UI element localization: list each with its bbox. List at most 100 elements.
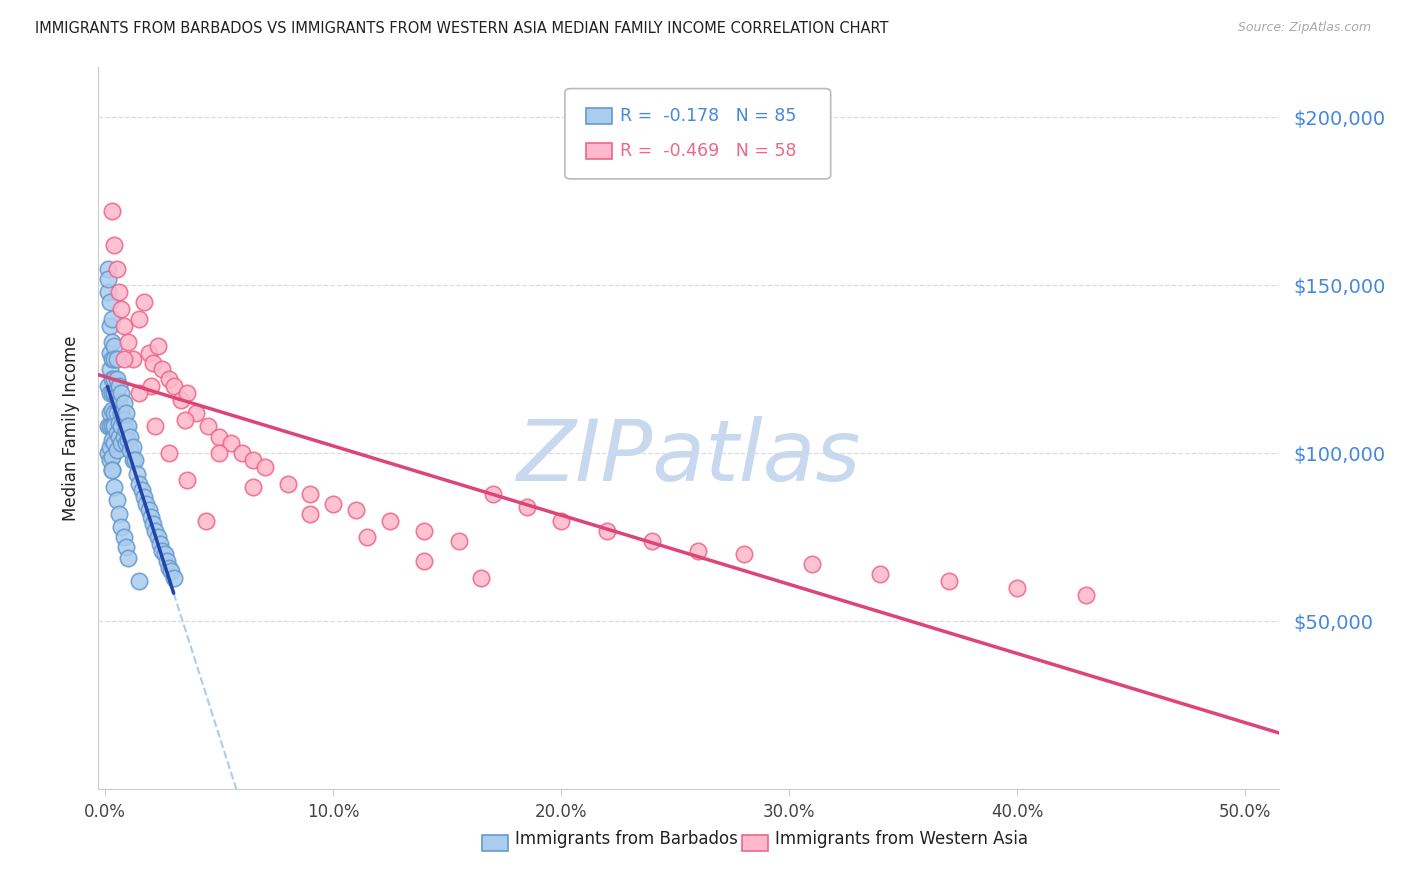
Point [101, 419, 124, 434]
Point [344, 503, 367, 517]
Point [117, 335, 139, 350]
Point [135, 497, 157, 511]
Point [110, 436, 132, 450]
Point [117, 550, 139, 565]
Point [242, 453, 264, 467]
Point [869, 567, 891, 582]
Point [516, 500, 538, 515]
Point [101, 433, 124, 447]
Point [98, 345, 121, 359]
Point [470, 571, 492, 585]
Point [108, 429, 131, 443]
Point [231, 446, 253, 460]
Point [103, 238, 125, 252]
Point [157, 560, 180, 574]
Text: R =  -0.469   N = 58: R = -0.469 N = 58 [620, 143, 797, 161]
Point [138, 503, 160, 517]
Point [208, 446, 231, 460]
Point [101, 463, 124, 477]
Point [112, 396, 135, 410]
Point [153, 547, 176, 561]
Point [128, 385, 150, 400]
Point [121, 352, 143, 367]
Point [277, 476, 299, 491]
Point [686, 544, 709, 558]
Point [112, 429, 135, 443]
Point [176, 385, 198, 400]
Point [413, 554, 436, 568]
Point [356, 530, 378, 544]
Point [550, 514, 572, 528]
Bar [586, 108, 612, 124]
Point [169, 392, 191, 407]
Point [139, 379, 162, 393]
Point [146, 530, 169, 544]
Text: ZIPatlas: ZIPatlas [517, 416, 860, 499]
Point [142, 516, 165, 531]
Point [103, 385, 125, 400]
Point [299, 486, 322, 500]
Point [98, 385, 121, 400]
Text: Immigrants from Western Asia: Immigrants from Western Asia [775, 830, 1028, 847]
Point [447, 533, 470, 548]
Point [219, 436, 242, 450]
Point [110, 385, 132, 400]
Point [103, 436, 125, 450]
Point [208, 429, 231, 443]
Point [142, 356, 165, 370]
Point [105, 372, 128, 386]
Point [98, 318, 121, 333]
Point [112, 318, 135, 333]
Point [98, 362, 121, 376]
Point [108, 285, 131, 299]
Bar [482, 835, 508, 851]
Point [117, 433, 139, 447]
Point [101, 204, 124, 219]
Point [98, 406, 121, 420]
Point [98, 419, 121, 434]
Point [380, 514, 402, 528]
Y-axis label: Median Family Income: Median Family Income [62, 335, 80, 521]
Point [103, 352, 125, 367]
Point [105, 442, 128, 457]
Point [96, 271, 118, 285]
Point [253, 459, 276, 474]
Point [174, 413, 197, 427]
Point [101, 450, 124, 464]
Point [242, 480, 264, 494]
Text: IMMIGRANTS FROM BARBADOS VS IMMIGRANTS FROM WESTERN ASIA MEDIAN FAMILY INCOME CO: IMMIGRANTS FROM BARBADOS VS IMMIGRANTS F… [35, 21, 889, 36]
Point [101, 385, 124, 400]
Point [101, 352, 124, 367]
Point [108, 416, 131, 430]
Text: R =  -0.178   N = 85: R = -0.178 N = 85 [620, 107, 797, 125]
Point [96, 419, 118, 434]
Text: Source: ZipAtlas.com: Source: ZipAtlas.com [1237, 21, 1371, 34]
Point [112, 352, 135, 367]
Point [114, 423, 136, 437]
Point [145, 524, 167, 538]
Point [157, 372, 180, 386]
Point [163, 379, 186, 393]
Point [103, 372, 125, 386]
Point [157, 446, 180, 460]
Point [127, 467, 149, 481]
Point [110, 301, 132, 316]
Point [103, 480, 125, 494]
Point [120, 429, 142, 443]
Point [121, 440, 143, 454]
Point [596, 524, 619, 538]
Point [132, 295, 155, 310]
Point [98, 440, 121, 454]
Point [105, 352, 128, 367]
Point [194, 514, 217, 528]
Point [146, 339, 169, 353]
Point [128, 574, 150, 588]
Point [108, 396, 131, 410]
Point [110, 520, 132, 534]
Point [186, 406, 208, 420]
Point [105, 389, 128, 403]
Point [114, 436, 136, 450]
Point [101, 402, 124, 417]
Point [176, 473, 198, 487]
Point [101, 335, 124, 350]
